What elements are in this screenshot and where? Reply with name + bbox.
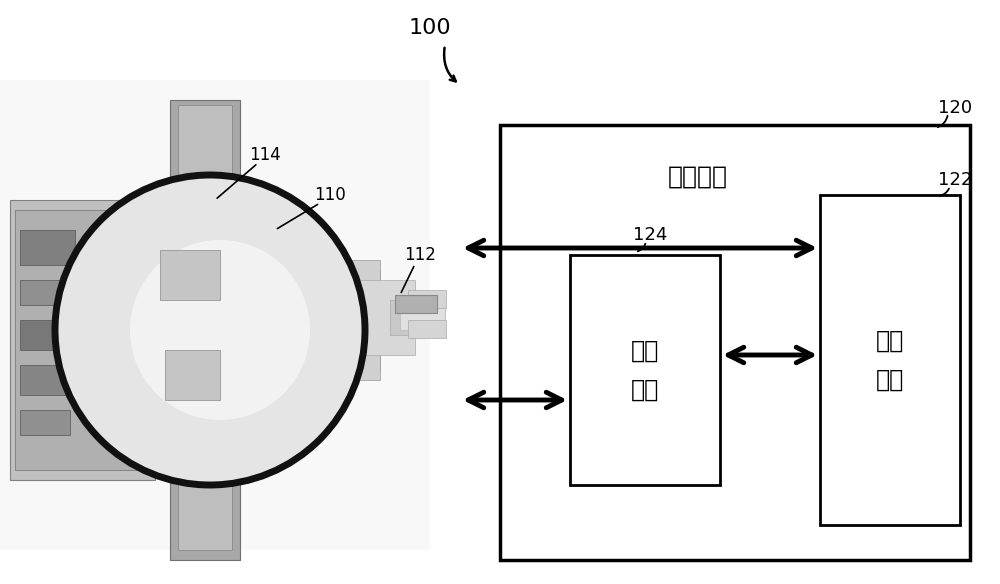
Text: 100: 100 (409, 18, 451, 38)
Text: 控制设备: 控制设备 (667, 165, 727, 189)
Text: 测量
装置: 测量 装置 (876, 328, 904, 392)
Bar (0, 80, 430, 550)
Bar (270, 270, 380, 370)
Bar (170, 100, 240, 235)
Bar (395, 295, 437, 313)
Polygon shape (155, 235, 320, 420)
Bar (165, 350, 220, 400)
Text: 120: 120 (938, 99, 972, 117)
Text: 122: 122 (938, 171, 972, 189)
Bar (820, 195, 960, 525)
Text: 114: 114 (249, 146, 281, 164)
Bar (20, 410, 70, 435)
Text: 110: 110 (314, 186, 346, 204)
Bar (160, 250, 220, 300)
Text: 124: 124 (633, 226, 667, 244)
Bar (20, 320, 70, 350)
Text: 调控
装置: 调控 装置 (631, 338, 659, 402)
Bar (178, 105, 232, 225)
Bar (15, 210, 145, 470)
Circle shape (130, 240, 310, 420)
Bar (20, 365, 75, 395)
Circle shape (55, 175, 365, 485)
Bar (20, 230, 75, 265)
Bar (290, 260, 380, 380)
Bar (390, 300, 445, 335)
Bar (10, 200, 155, 480)
Bar (408, 320, 446, 338)
Bar (500, 125, 970, 560)
Bar (20, 280, 75, 305)
Bar (408, 290, 446, 308)
Bar (178, 435, 232, 550)
Bar (400, 305, 445, 330)
Bar (340, 280, 415, 355)
Bar (570, 255, 720, 485)
Text: 112: 112 (404, 246, 436, 264)
Bar (170, 430, 240, 560)
